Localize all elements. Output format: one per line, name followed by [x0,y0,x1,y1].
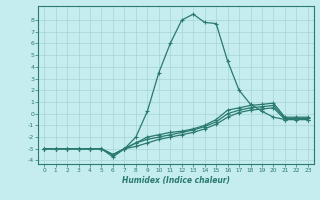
X-axis label: Humidex (Indice chaleur): Humidex (Indice chaleur) [122,176,230,185]
